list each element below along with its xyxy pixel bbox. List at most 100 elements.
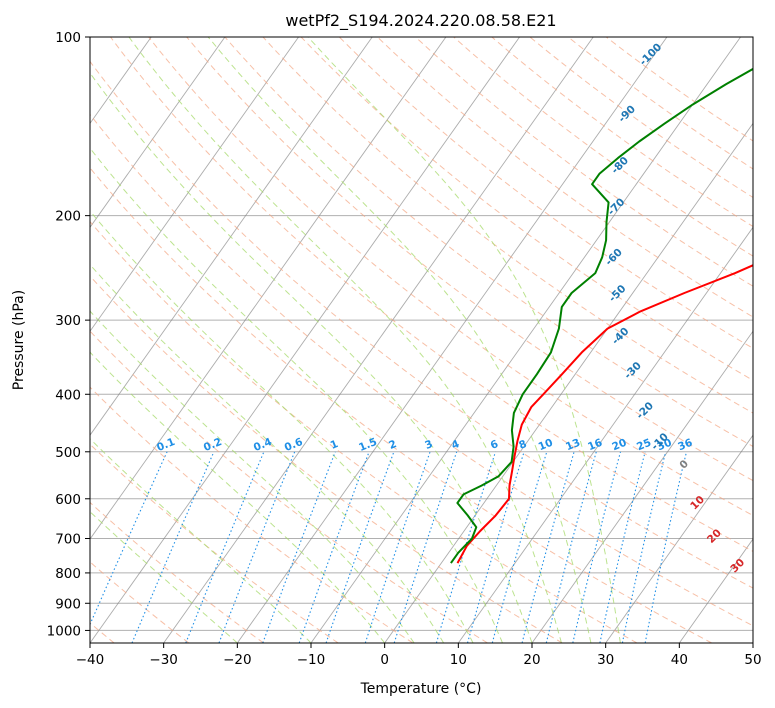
moist-adiabat-line <box>90 438 312 643</box>
dry-adiabat-line <box>90 443 339 643</box>
mixing-ratio-label: 16 <box>586 437 604 454</box>
dewpoint-profile-line <box>450 67 753 564</box>
y-tick-label: 100 <box>55 30 81 46</box>
moist-adiabat-line <box>90 263 445 643</box>
y-axis-label: Pressure (hPa) <box>11 290 27 390</box>
y-tick-label: 400 <box>55 387 81 403</box>
dry-adiabat-line <box>90 167 712 643</box>
mixing-ratio-line <box>435 451 497 643</box>
x-tick-label: 40 <box>671 652 688 668</box>
x-tick-label: 20 <box>523 652 540 668</box>
plot-frame <box>89 36 754 644</box>
moist-adiabat-line <box>90 72 533 643</box>
moist-adiabat-line <box>307 37 621 643</box>
dry-adiabat-line <box>90 330 488 643</box>
moist-adiabat-label: -40 <box>610 325 632 347</box>
y-tick-label: 600 <box>55 492 81 508</box>
temperature-profile-line <box>456 264 753 564</box>
mixing-ratio-line <box>599 451 646 643</box>
x-tick-label: −20 <box>223 652 252 668</box>
dry-adiabat-line <box>262 37 753 414</box>
moist-adiabat-line <box>90 210 474 643</box>
isotherm-line <box>90 37 299 333</box>
isotherm-line <box>90 37 373 436</box>
dry-adiabat-line <box>453 37 753 257</box>
moist-adiabat-label: -50 <box>607 283 629 305</box>
dry-adiabat-line <box>90 60 753 589</box>
mixing-ratio-line <box>393 451 458 643</box>
isotherm-line <box>0 37 4 643</box>
mixing-ratio-label: 20 <box>610 437 628 454</box>
mixing-ratio-line <box>572 451 622 643</box>
dry-adiabat-line <box>415 37 753 287</box>
y-tick-label: 700 <box>55 532 81 548</box>
moist-adiabat-label: -100 <box>637 41 664 68</box>
mixing-ratio-label: 3 <box>423 438 434 452</box>
mixing-ratio-line <box>218 451 296 643</box>
mixing-ratio-line <box>131 451 215 643</box>
y-tick-label: 900 <box>55 596 81 612</box>
dry-adiabat-line <box>110 37 753 552</box>
mixing-ratio-label: 4 <box>450 438 461 452</box>
x-tick-label: 30 <box>597 652 614 668</box>
dry-adiabat-label: 40 <box>754 583 773 602</box>
y-tick-label: 300 <box>55 313 81 329</box>
moist-adiabat-label: 0 <box>677 458 691 472</box>
mixing-ratio-line <box>466 451 525 643</box>
y-axis: 100 200 300 400 500 600 700 800 900 1000 <box>47 30 90 639</box>
dry-adiabat-label: 20 <box>705 527 724 546</box>
mixing-ratio-line <box>364 451 431 643</box>
mixing-ratio-line <box>521 451 575 643</box>
moist-adiabat-line <box>90 147 503 643</box>
x-axis-label: Temperature (°C) <box>360 681 482 697</box>
isotherm-line <box>90 37 226 229</box>
y-tick-label: 200 <box>55 209 81 225</box>
moist-adiabat-label: -80 <box>609 155 631 177</box>
dry-adiabat-line <box>377 37 753 318</box>
mixing-ratio-label: 30 <box>656 437 674 454</box>
moist-adiabat-line <box>207 37 592 643</box>
mixing-ratio-line <box>545 451 597 643</box>
mixing-ratio-label: 6 <box>489 438 500 452</box>
dry-adiabat-line <box>90 113 753 627</box>
dry-adiabat-line <box>224 37 753 448</box>
mixing-ratio-label: 36 <box>676 437 694 454</box>
mixing-ratio-label: 2 <box>387 438 398 452</box>
line-labels: 0.1 0.2 0.4 0.6 1 1.5 2 3 4 6 8 10 13 16 20 25 30 3610203… <box>155 41 773 602</box>
isotherm-line <box>678 538 753 643</box>
isotherm-line <box>90 37 447 540</box>
mixing-ratio-line <box>262 451 336 643</box>
dry-adiabat-line <box>90 386 414 643</box>
y-tick-label: 500 <box>55 445 81 461</box>
dry-adiabat-line <box>90 275 563 643</box>
isotherm-line <box>236 37 668 643</box>
dry-adiabat-line <box>300 37 753 381</box>
isotherm-line <box>605 434 753 643</box>
isotherm-line <box>752 642 753 643</box>
mixing-ratio-label: 8 <box>517 438 528 452</box>
moist-adiabat-label: -20 <box>634 400 656 422</box>
x-tick-label: −10 <box>297 652 326 668</box>
y-tick-label: 1000 <box>47 623 81 639</box>
mixing-ratio-label: 13 <box>564 437 582 454</box>
mixing-ratio-label: 10 <box>537 437 555 454</box>
isotherm-line <box>90 37 520 643</box>
isotherm-line <box>163 37 594 643</box>
x-tick-label: 50 <box>744 652 761 668</box>
mixing-ratio-line <box>644 451 688 643</box>
mixing-ratio-line <box>621 451 667 643</box>
dry-adiabat-line <box>148 37 753 517</box>
mixing-ratio-label: 25 <box>635 437 653 454</box>
mixing-ratio-label: 1 <box>329 438 340 452</box>
mixing-ratio-line <box>491 451 548 643</box>
dry-adiabat-line <box>90 220 638 643</box>
moist-adiabat-line <box>90 310 415 643</box>
background-lines <box>0 37 753 643</box>
moist-adiabat-line <box>90 511 238 643</box>
moist-adiabat-line <box>90 351 386 643</box>
isotherm-line <box>531 330 753 643</box>
isotherm-line <box>384 122 753 643</box>
moist-adiabat-line <box>128 37 562 643</box>
x-tick-label: −40 <box>76 652 105 668</box>
x-tick-label: 0 <box>380 652 389 668</box>
